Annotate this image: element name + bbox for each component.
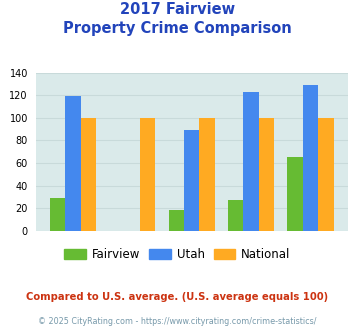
Bar [318,118,334,231]
Bar [65,96,81,231]
Bar [50,198,65,231]
Bar [287,157,303,231]
Bar [140,118,155,231]
Bar [169,210,184,231]
Bar [244,92,259,231]
Bar [259,118,274,231]
Bar [200,118,215,231]
Text: 2017 Fairview
Property Crime Comparison: 2017 Fairview Property Crime Comparison [63,2,292,36]
Text: © 2025 CityRating.com - https://www.cityrating.com/crime-statistics/: © 2025 CityRating.com - https://www.city… [38,317,317,326]
Text: Compared to U.S. average. (U.S. average equals 100): Compared to U.S. average. (U.S. average … [26,292,329,302]
Bar [184,130,200,231]
Bar [81,118,96,231]
Bar [228,200,244,231]
Bar [303,85,318,231]
Legend: Fairview, Utah, National: Fairview, Utah, National [60,244,295,266]
